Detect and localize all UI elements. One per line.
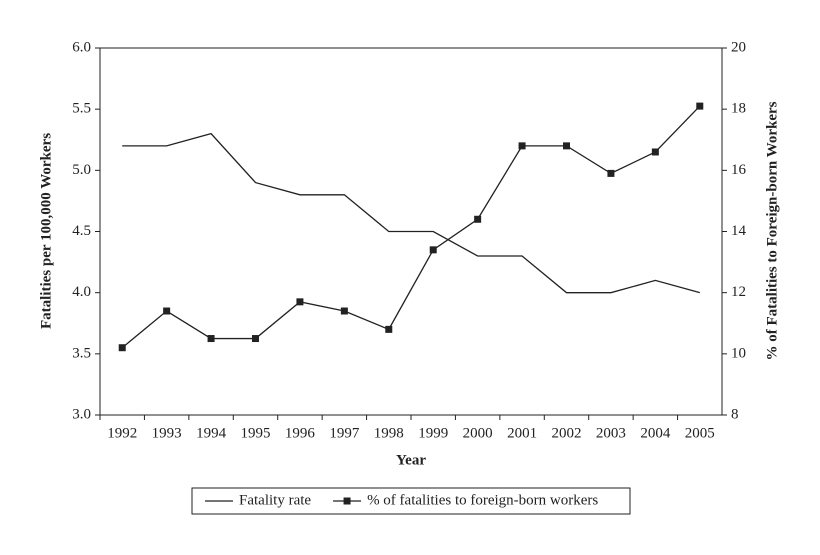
y-tick-label: 4.0 [72,284,91,300]
x-tick-label: 2000 [463,425,493,441]
x-tick-label: 1997 [329,425,360,441]
y-tick-label: 4.5 [72,223,91,239]
y2-tick-label: 12 [731,284,746,300]
series-marker [607,169,615,177]
series-marker [474,215,482,223]
x-tick-label: 1995 [241,425,271,441]
series-line [122,132,700,294]
series-marker [651,148,659,156]
y2-axis-label: % of Fatalities to Foreign-born Workers [764,101,780,360]
series-marker [563,142,570,150]
series-marker [340,307,348,315]
y-tick-label: 3.0 [72,406,91,422]
y2-tick-label: 20 [731,39,746,55]
x-axis-label: Year [396,452,426,468]
y2-tick-label: 14 [731,223,747,239]
series-line [121,105,701,349]
y2-tick-label: 16 [731,162,747,178]
x-tick-label: 2003 [596,425,626,441]
series-marker [118,344,126,352]
y-tick-label: 6.0 [72,39,91,55]
series-marker [385,325,393,333]
y-tick-label: 3.5 [72,345,91,361]
series-marker [163,307,171,315]
x-tick-label: 2004 [640,425,671,441]
y-tick-label: 5.5 [72,101,91,117]
legend-label: Fatality rate [239,492,311,508]
x-tick-label: 1992 [107,425,137,441]
x-tick-label: 2001 [507,425,537,441]
y2-tick-label: 8 [731,406,739,422]
series-marker [252,335,259,343]
legend-marker [343,497,351,505]
series-marker [518,142,526,150]
series-marker [429,246,437,254]
series-marker [207,335,215,343]
x-tick-label: 1999 [418,425,448,441]
y2-tick-label: 10 [731,345,746,361]
series-marker [296,298,304,306]
x-tick-label: 2002 [552,425,582,441]
y-axis-label: Fatalities per 100,000 Workers [38,133,54,329]
x-tick-label: 2005 [685,425,715,441]
legend-box [191,487,631,515]
x-tick-label: 1996 [285,425,316,441]
x-tick-label: 1994 [196,425,227,441]
y-tick-label: 5.0 [72,162,91,178]
series-marker [696,102,704,110]
x-tick-label: 1993 [152,425,182,441]
y2-tick-label: 18 [731,101,746,117]
legend-label: % of fatalities to foreign-born workers [367,492,598,508]
x-tick-label: 1998 [374,425,404,441]
